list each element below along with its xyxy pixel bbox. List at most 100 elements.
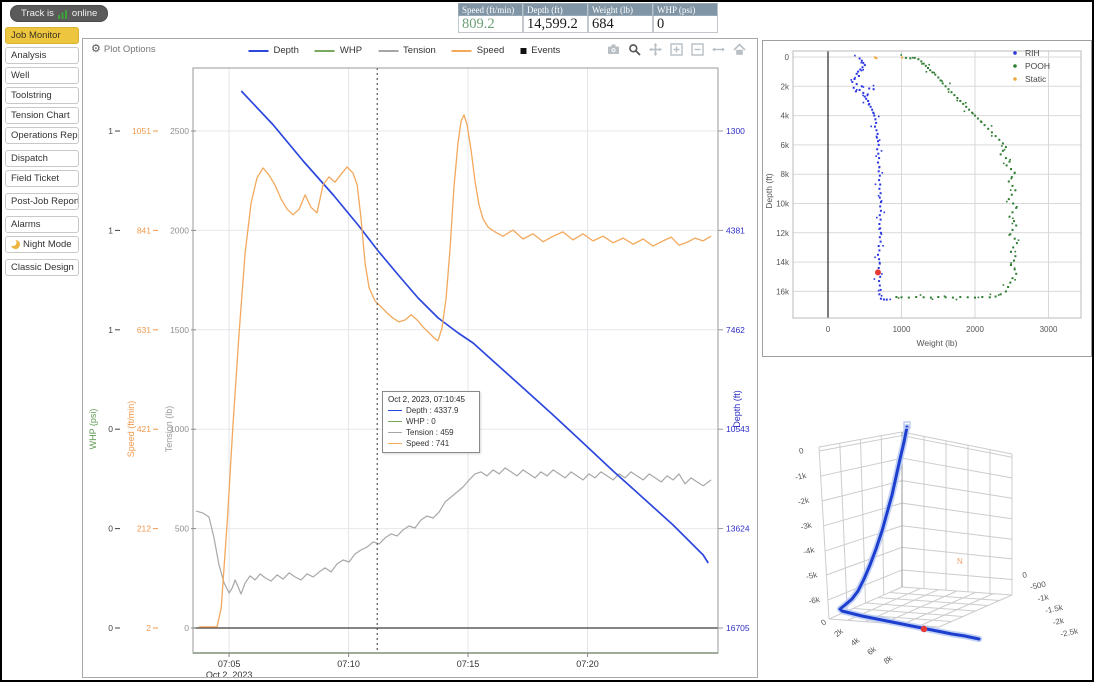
svg-text:6k: 6k xyxy=(866,644,879,657)
legend-label: Depth xyxy=(273,45,299,56)
plot-options-label: Plot Options xyxy=(103,44,156,55)
series-static xyxy=(874,56,904,60)
status-col-header: Depth (ft) xyxy=(523,3,588,16)
gridlines xyxy=(193,68,718,653)
sidebar-item-alarms[interactable]: Alarms xyxy=(5,216,79,233)
tooltip-row: Tension : 459 xyxy=(388,428,474,437)
wellpath-3d-panel: 0 -1k -2k -3k -4k -5k -6k 0 2k 4k 6k 8k 0 -500 -1k -1.5… xyxy=(782,397,1094,682)
status-col-value: 809.2 xyxy=(458,16,523,33)
camera-icon[interactable] xyxy=(607,43,621,57)
current-position-marker xyxy=(874,269,881,276)
status-col-value: 0 xyxy=(653,16,718,33)
svg-text:1300: 1300 xyxy=(726,126,745,136)
tooltip-value: Tension : 459 xyxy=(406,428,454,437)
tooltip-row: Depth : 4337.9 xyxy=(388,406,474,415)
right-axis-labels: 1300 4381 7462 10543 13624 16705 Depth (ft) xyxy=(718,126,750,633)
status-col-header: Speed (ft/min) xyxy=(458,3,523,16)
sidebar-item-job-monitor[interactable]: Job Monitor xyxy=(5,27,79,44)
svg-text:0: 0 xyxy=(108,623,113,633)
legend-item-depth[interactable]: Depth xyxy=(248,45,299,56)
home-icon[interactable] xyxy=(733,43,747,57)
tooltip-swatch xyxy=(388,410,402,411)
sidebar-item-label: Job Monitor xyxy=(11,30,61,41)
svg-text:-2.5k: -2.5k xyxy=(1060,626,1080,639)
plot-options-button[interactable]: ⚙ Plot Options xyxy=(91,44,156,56)
wellpath-3d-chart[interactable]: 0-1k-2k-3k-4k-5k-6k02k4k6k8k0-500-1k-1.5… xyxy=(782,397,1094,682)
series-lines xyxy=(193,90,718,654)
legend-label-static: Static xyxy=(1025,74,1047,84)
series-pooh xyxy=(895,54,1020,301)
scatter-border xyxy=(792,50,1082,319)
x-axis-title: Weight (lb) xyxy=(917,338,958,348)
sidebar-item-night-mode[interactable]: Night Mode xyxy=(5,236,79,253)
sidebar-item-label: Analysis xyxy=(11,50,47,61)
legend-label: Speed xyxy=(476,45,505,56)
tooltip-value: Depth : 4337.9 xyxy=(406,406,459,415)
north-label: N xyxy=(957,557,963,566)
moon-icon xyxy=(10,239,22,251)
svg-text:421: 421 xyxy=(137,424,151,434)
track-online-button[interactable]: Track is online xyxy=(10,5,109,22)
sidebar-item-dispatch[interactable]: Dispatch xyxy=(5,150,79,167)
legend-item-events[interactable]: Events xyxy=(520,45,560,56)
svg-text:-500: -500 xyxy=(1029,580,1047,592)
legend-swatch xyxy=(248,49,269,52)
svg-text:2500: 2500 xyxy=(170,126,189,136)
legend-item-whp[interactable]: WHP xyxy=(314,45,362,56)
svg-text:1000: 1000 xyxy=(893,325,911,334)
svg-text:1500: 1500 xyxy=(170,325,189,335)
sidebar-item-toolstring[interactable]: Toolstring xyxy=(5,87,79,104)
axis-title: Tension (lb) xyxy=(164,406,174,453)
tooltip-value: Speed : 741 xyxy=(406,439,450,448)
sidebar-item-label: Tension Chart xyxy=(11,110,70,121)
sidebar-item-classic-design[interactable]: Classic Design xyxy=(5,259,79,276)
svg-text:-1.5k: -1.5k xyxy=(1044,603,1064,616)
legend-label-rih: RIH xyxy=(1025,48,1040,58)
zoom-icon[interactable] xyxy=(628,43,642,57)
date-label: Oct 2, 2023 xyxy=(206,670,253,677)
legend-item-speed[interactable]: Speed xyxy=(451,45,505,56)
svg-text:4k: 4k xyxy=(781,112,790,121)
start-marker xyxy=(903,421,911,429)
sidebar-item-well[interactable]: Well xyxy=(5,67,79,84)
sidebar-item-tension-chart[interactable]: Tension Chart xyxy=(5,107,79,124)
sidebar-item-post-job-report[interactable]: Post-Job Report xyxy=(5,193,79,210)
tooltip-row: Speed : 741 xyxy=(388,439,474,448)
svg-text:07:10: 07:10 xyxy=(337,659,360,669)
sidebar-item-field-ticket[interactable]: Field Ticket xyxy=(5,170,79,187)
legend-item-tension[interactable]: Tension xyxy=(378,45,436,56)
svg-text:212: 212 xyxy=(137,524,151,534)
pan-icon[interactable] xyxy=(649,43,663,57)
scatter-legend[interactable]: RIH POOH Static xyxy=(1013,48,1050,84)
tooltip-swatch xyxy=(388,443,402,444)
sidebar-item-operations-report[interactable]: Operations Report xyxy=(5,127,79,144)
sidebar-item-analysis[interactable]: Analysis xyxy=(5,47,79,64)
status-table: Speed (ft/min) Depth (ft) Weight (lb) WHP (… xyxy=(458,3,718,33)
autoscale-icon[interactable] xyxy=(712,43,726,57)
depth-series-line xyxy=(240,90,709,564)
legend-swatch xyxy=(451,49,472,52)
sidebar-item-label: Classic Design xyxy=(11,262,74,273)
svg-text:07:20: 07:20 xyxy=(576,659,599,669)
y-axis-title: Depth (ft) xyxy=(764,173,774,209)
svg-text:10k: 10k xyxy=(776,200,790,209)
tooltip-swatch xyxy=(388,432,402,433)
svg-text:0: 0 xyxy=(819,617,829,627)
chart-tooltip: Oct 2, 2023, 07:10:45 Depth : 4337.9 WHP … xyxy=(382,391,480,453)
tooltip-row: WHP : 0 xyxy=(388,417,474,426)
svg-text:0: 0 xyxy=(1022,570,1029,580)
svg-text:12k: 12k xyxy=(776,229,790,238)
sidebar-item-label: Field Ticket xyxy=(11,173,60,184)
tension-series-line xyxy=(195,467,712,595)
sidebar-group: Job Monitor Analysis Well Toolstring Tension… xyxy=(5,27,81,144)
legend-label: Tension xyxy=(403,45,436,56)
svg-text:4381: 4381 xyxy=(726,225,745,235)
sidebar-item-label: Post-Job Report xyxy=(11,196,79,207)
weight-depth-scatter[interactable]: 0 2k 4k 6k 8k 10k 12k 14k 16k 0 1000 2000 3000 Weight… xyxy=(763,41,1091,356)
zoom-out-icon[interactable] xyxy=(691,43,705,57)
zoom-in-icon[interactable] xyxy=(670,43,684,57)
svg-text:2000: 2000 xyxy=(170,225,189,235)
svg-text:1: 1 xyxy=(108,325,113,335)
svg-text:14k: 14k xyxy=(776,258,790,267)
